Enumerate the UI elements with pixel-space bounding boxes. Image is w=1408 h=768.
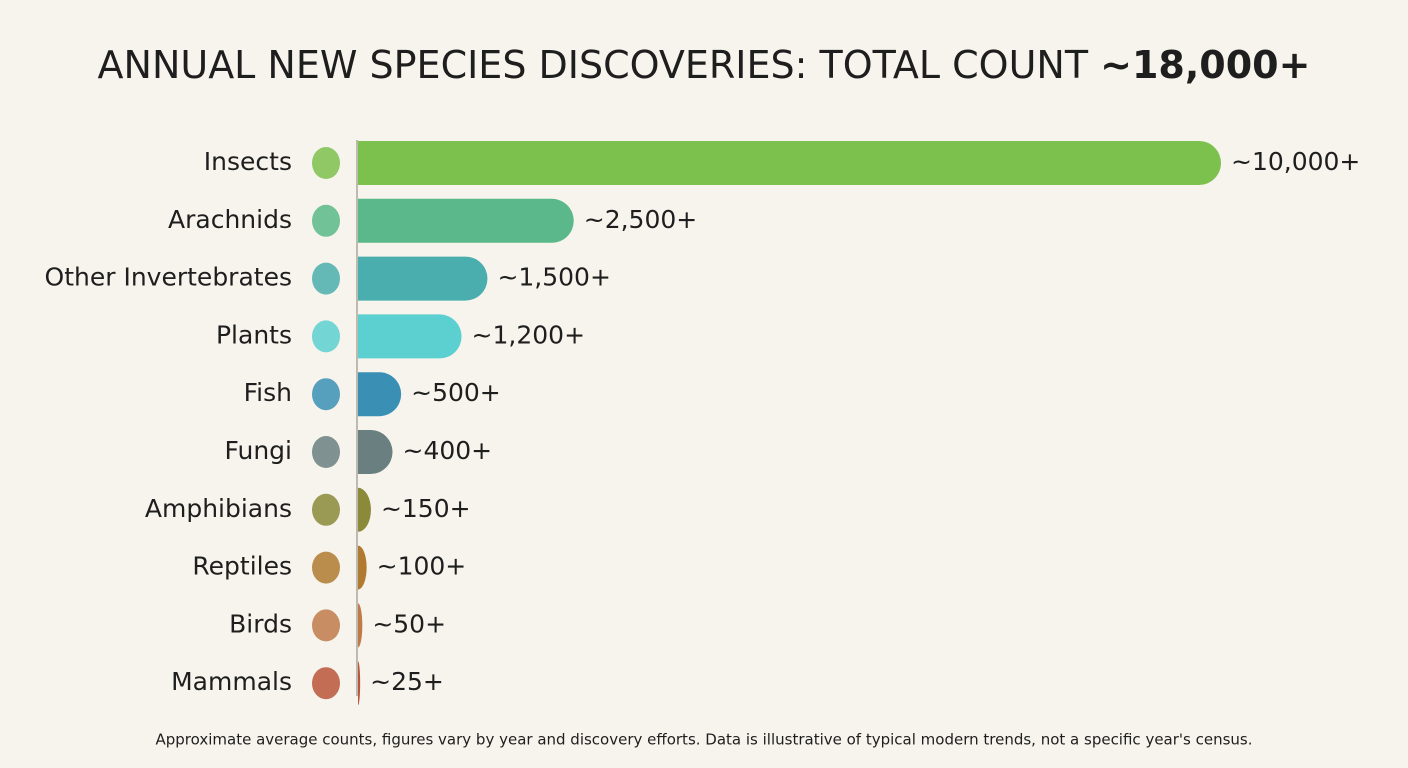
title-main: ANNUAL NEW SPECIES DISCOVERIES: TOTAL CO… xyxy=(98,43,1089,87)
category-label: Mammals xyxy=(171,667,292,696)
bar xyxy=(358,256,488,301)
footnote: Approximate average counts, figures vary… xyxy=(155,731,1252,749)
category-label: Fish xyxy=(244,378,292,407)
value-label: ~10,000+ xyxy=(1231,147,1360,176)
category-label: Other Invertebrates xyxy=(45,263,292,292)
category-label: Birds xyxy=(229,609,292,638)
value-label: ~150+ xyxy=(381,494,471,523)
category-icon xyxy=(312,147,340,179)
bar xyxy=(358,314,462,359)
value-label: ~1,500+ xyxy=(497,263,610,292)
category-icon xyxy=(312,204,340,237)
category-icon xyxy=(312,436,340,468)
category-label: Insects xyxy=(204,147,292,176)
category-icon xyxy=(312,667,340,700)
bar xyxy=(358,141,1221,185)
value-label: ~25+ xyxy=(370,667,444,696)
value-label: ~400+ xyxy=(403,436,493,465)
category-label: Arachnids xyxy=(168,205,292,234)
category-icon xyxy=(312,493,340,526)
bar xyxy=(358,487,371,532)
value-label: ~500+ xyxy=(411,378,501,407)
category-icon xyxy=(312,609,340,642)
category-icon xyxy=(312,262,340,295)
bar xyxy=(358,603,363,648)
category-icon xyxy=(312,320,340,353)
category-label: Reptiles xyxy=(192,552,292,581)
bar xyxy=(358,430,393,474)
title-highlight: ~18,000+ xyxy=(1100,43,1310,87)
bar xyxy=(358,372,402,417)
bar xyxy=(358,661,361,706)
value-label: ~50+ xyxy=(372,609,446,638)
value-label: ~2,500+ xyxy=(584,205,697,234)
bar xyxy=(358,545,367,590)
value-label: ~1,200+ xyxy=(472,320,585,349)
chart-title: ANNUAL NEW SPECIES DISCOVERIES: TOTAL CO… xyxy=(98,43,1311,87)
category-icon xyxy=(312,551,340,584)
bar xyxy=(358,198,574,243)
value-label: ~100+ xyxy=(377,552,467,581)
category-icon xyxy=(312,378,340,411)
category-label: Fungi xyxy=(224,436,292,465)
category-label: Amphibians xyxy=(145,494,292,523)
category-label: Plants xyxy=(216,320,292,349)
